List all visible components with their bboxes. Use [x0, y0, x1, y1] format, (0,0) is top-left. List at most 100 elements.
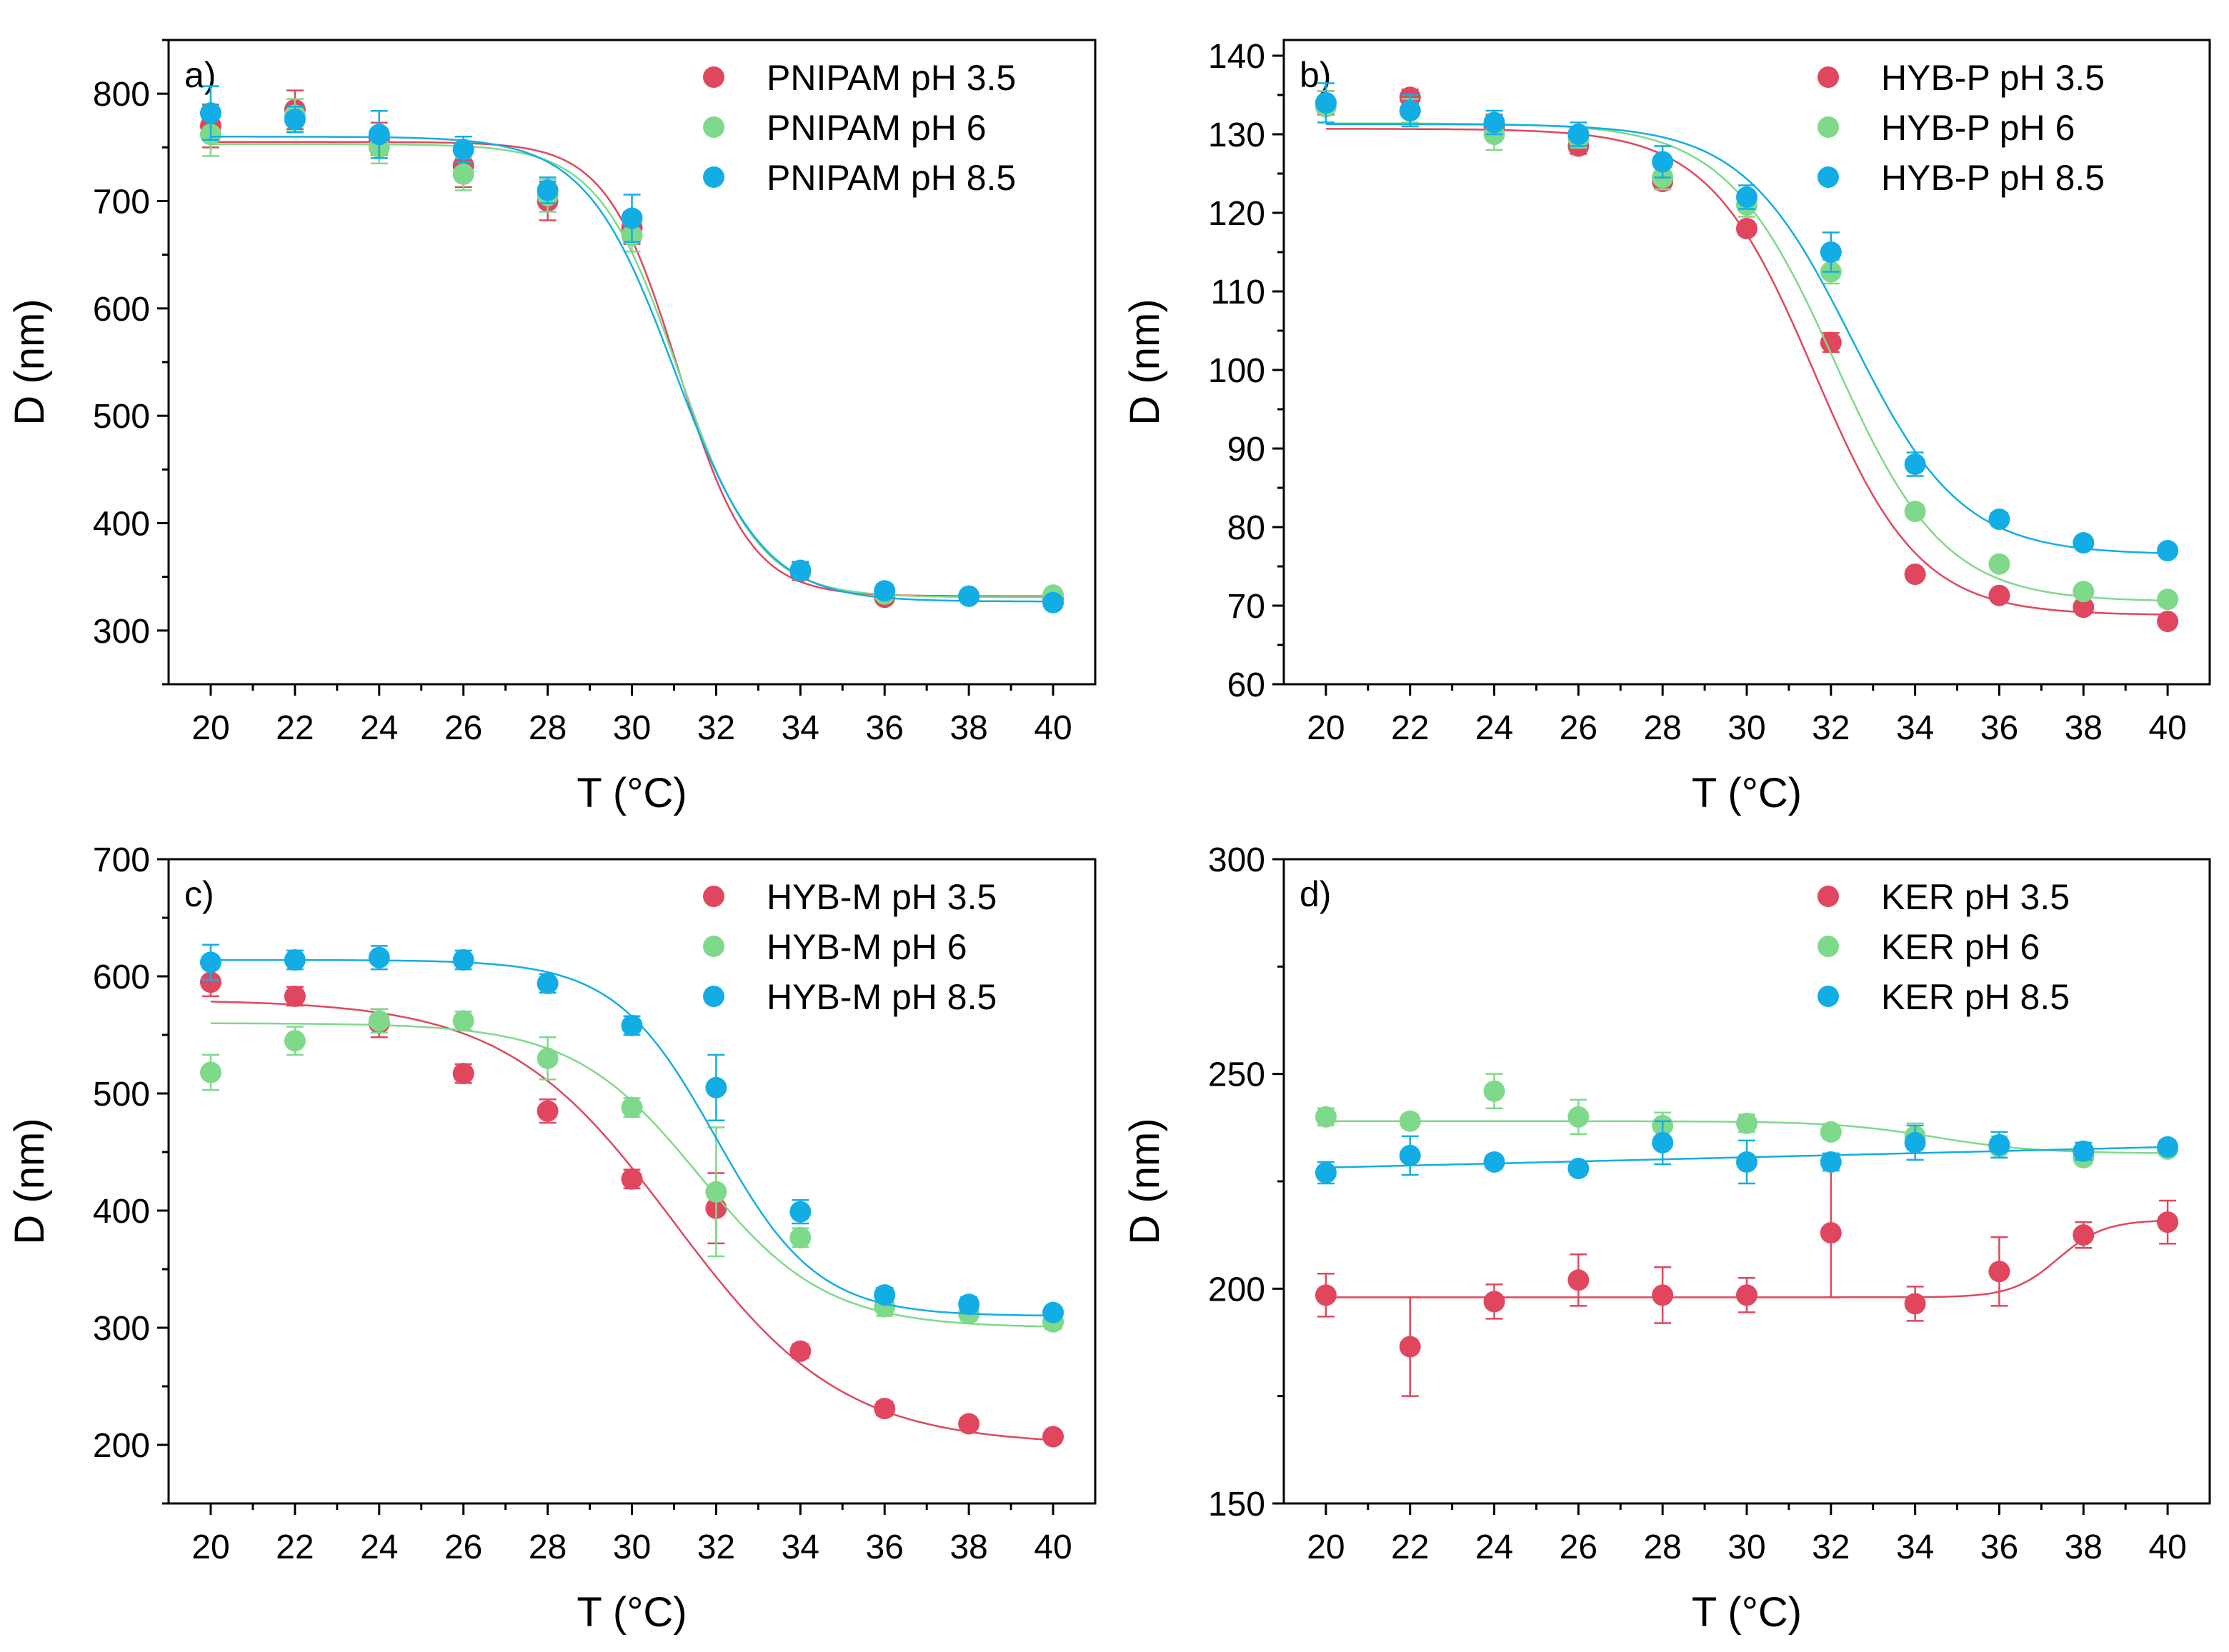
data-point [958, 1293, 980, 1316]
legend-marker [703, 936, 724, 957]
legend-marker [1817, 116, 1839, 138]
data-point [1399, 1144, 1421, 1166]
x-tick-label: 32 [697, 1528, 735, 1566]
data-point [1567, 1157, 1590, 1179]
x-tick-label: 24 [1475, 1528, 1513, 1566]
data-point [1399, 1336, 1421, 1358]
data-point [789, 1201, 812, 1223]
legend-label: HYB-P pH 3.5 [1881, 58, 2105, 98]
x-tick-label: 36 [866, 1528, 904, 1566]
data-point [2157, 1136, 2179, 1158]
y-tick-label: 500 [93, 1076, 150, 1113]
legend-marker [703, 886, 724, 907]
y-tick-label: 140 [1208, 38, 1265, 76]
y-axis: 200 300 400 500 600 700 D (nm) [6, 841, 169, 1505]
y-tick-label: 200 [93, 1427, 150, 1465]
x-tick-label: 24 [1475, 709, 1513, 747]
data-point [874, 1284, 896, 1306]
x-axis: 20 22 24 26 28 30 32 34 36 38 40 T (°C) [191, 684, 1072, 816]
data-point [199, 951, 221, 973]
x-tick-label: 28 [529, 709, 567, 747]
y-tick-label: 300 [1208, 841, 1265, 879]
data-point [1042, 591, 1064, 614]
x-tick-label: 28 [1643, 1528, 1681, 1566]
data-point [1567, 1269, 1590, 1291]
data-point [1652, 1131, 1674, 1153]
data-point [1399, 100, 1421, 121]
data-point [1820, 1151, 1842, 1173]
series-ph35 [199, 967, 1064, 1448]
panel-d: 20 22 24 26 28 30 32 34 36 38 40 T (°C) 150 200 250 300… [1122, 841, 2211, 1636]
panel-b: 20 22 24 26 28 30 32 34 36 38 40 T (°C) 60 70 80 90 100 1… [1122, 38, 2211, 816]
y-tick-label: 600 [93, 291, 150, 329]
x-tick-label: 22 [276, 1528, 314, 1566]
x-tick-label: 40 [2148, 709, 2186, 747]
data-point [199, 102, 221, 124]
data-point [284, 949, 306, 971]
data-point [368, 1010, 390, 1032]
legend-label: HYB-M pH 3.5 [767, 877, 997, 917]
data-point [1820, 1222, 1842, 1244]
series-ph85 [1315, 1120, 2179, 1185]
data-point [1988, 509, 2010, 530]
series-ph85 [199, 943, 1064, 1323]
legend-marker [1817, 166, 1839, 188]
data-point [2073, 581, 2095, 603]
data-point [1567, 124, 1590, 145]
y-tick-label: 600 [93, 958, 150, 996]
data-point [705, 1181, 727, 1203]
data-point [2157, 1211, 2179, 1233]
x-tick-label: 40 [1034, 709, 1072, 747]
x-tick-label: 22 [1391, 709, 1429, 747]
data-point [621, 1014, 643, 1036]
data-point [2073, 1224, 2095, 1246]
data-point [368, 946, 390, 968]
legend-marker [1817, 936, 1839, 957]
y-tick-label: 700 [93, 184, 150, 221]
data-point [1988, 553, 2010, 575]
x-tick-label: 20 [191, 709, 229, 747]
data-point [1736, 1284, 1757, 1306]
data-point [2073, 596, 2095, 619]
x-tick-label: 36 [866, 709, 904, 747]
data-point [199, 971, 221, 993]
data-point [1483, 1291, 1505, 1313]
x-tick-label: 38 [949, 1528, 987, 1566]
x-axis-title: T (°C) [1692, 1589, 1802, 1636]
fit-curve [211, 136, 1053, 603]
y-tick-label: 500 [93, 398, 150, 436]
data-point [1652, 1284, 1674, 1306]
x-tick-label: 40 [2148, 1528, 2186, 1566]
legend-label: HYB-M pH 6 [767, 927, 967, 967]
data-point [452, 1063, 474, 1085]
x-axis: 20 22 24 26 28 30 32 34 36 38 40 T (°C) [1307, 1503, 2187, 1636]
y-axis-title: D (nm) [6, 299, 53, 425]
x-tick-label: 30 [613, 1528, 651, 1566]
data-point [1904, 564, 1926, 585]
data-point [284, 985, 306, 1007]
data-point [1904, 1293, 1926, 1315]
x-axis-title: T (°C) [1692, 770, 1802, 816]
data-point [452, 139, 474, 161]
data-point [2157, 611, 2179, 632]
legend-label: PNIPAM pH 6 [767, 108, 987, 148]
x-tick-label: 38 [949, 709, 987, 747]
panel-c: 20 22 24 26 28 30 32 34 36 38 40 T (°C) 200 300 400 500… [6, 841, 1097, 1636]
series-ph85 [1315, 82, 2179, 561]
fit-curve [211, 143, 1053, 599]
y-axis: 300 400 500 600 700 800 D (nm) [6, 39, 169, 686]
y-tick-label: 250 [1208, 1056, 1265, 1094]
data-point [2073, 1140, 2095, 1162]
y-tick-label: 110 [1210, 274, 1265, 311]
y-axis-title: D (nm) [1122, 1118, 1168, 1244]
y-axis-title: D (nm) [1122, 299, 1168, 425]
data-point [958, 1413, 980, 1435]
fit-curve [1325, 123, 2168, 554]
x-tick-label: 36 [1980, 1528, 2018, 1566]
data-point [1988, 1133, 2010, 1156]
x-tick-label: 36 [1980, 709, 2018, 747]
x-axis: 20 22 24 26 28 30 32 34 36 38 40 T (°C) [1307, 684, 2187, 816]
data-point [537, 1100, 559, 1122]
x-tick-label: 32 [1812, 709, 1850, 747]
data-point [1315, 1284, 1337, 1306]
